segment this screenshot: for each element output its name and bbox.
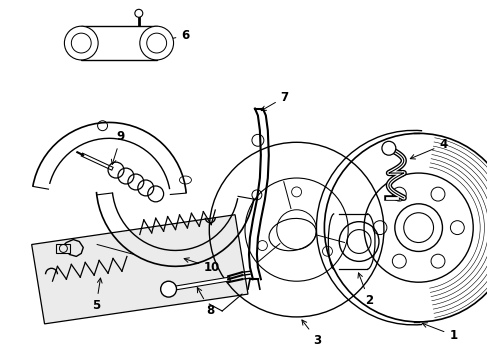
Text: 10: 10: [184, 258, 220, 274]
Bar: [81, 26, 156, 60]
Circle shape: [146, 33, 166, 53]
Circle shape: [71, 33, 91, 53]
Text: 7: 7: [261, 91, 288, 111]
Text: 5: 5: [92, 278, 102, 312]
Polygon shape: [32, 215, 247, 324]
Text: 2: 2: [357, 273, 372, 307]
Circle shape: [381, 141, 395, 155]
Circle shape: [161, 281, 176, 297]
Text: 1: 1: [421, 323, 456, 342]
Text: 4: 4: [409, 138, 447, 159]
Text: 6: 6: [154, 29, 189, 44]
Text: 8: 8: [197, 288, 214, 317]
Bar: [56, 243, 70, 253]
Circle shape: [140, 26, 173, 60]
Text: 3: 3: [301, 320, 321, 347]
Circle shape: [135, 9, 142, 17]
Circle shape: [64, 26, 98, 60]
Text: 9: 9: [111, 130, 125, 165]
